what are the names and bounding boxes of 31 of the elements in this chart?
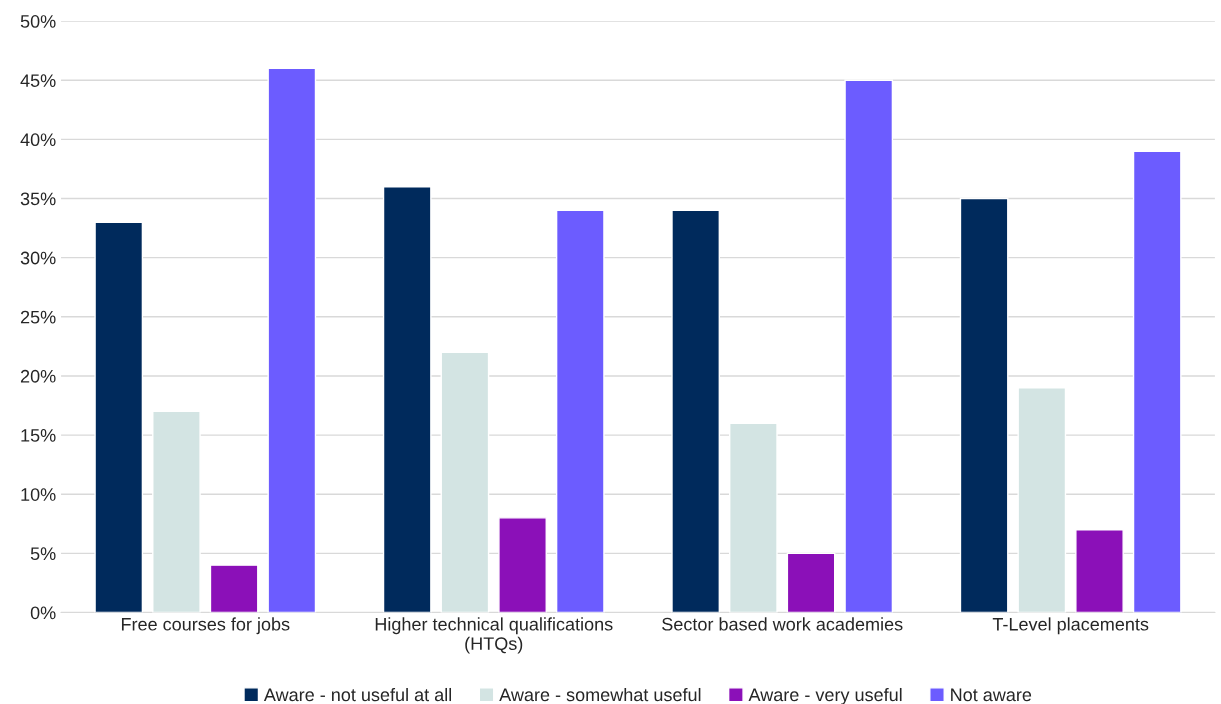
bar	[209, 564, 259, 613]
y-tick-label: 25%	[20, 310, 56, 324]
y-tick-label: 30%	[20, 251, 56, 265]
bar	[267, 67, 317, 613]
y-tick-label: 35%	[20, 192, 56, 206]
x-tick-label: T-Level placements	[992, 617, 1149, 635]
bar	[94, 221, 144, 613]
bar	[1075, 528, 1124, 613]
legend-label: Aware - somewhat useful	[499, 687, 701, 702]
y-tick-label: 5%	[30, 547, 56, 561]
bar	[786, 552, 836, 613]
bar	[382, 186, 432, 613]
legend-label: Aware - not useful at all	[263, 687, 452, 702]
legend-label: Aware - very useful	[748, 687, 902, 704]
y-tick-label: 20%	[20, 369, 56, 383]
bar	[1132, 150, 1182, 613]
y-tick-label: 40%	[20, 133, 56, 147]
bar	[959, 197, 1009, 613]
bar	[498, 517, 547, 613]
x-tick-label: Sector based work academies	[662, 617, 903, 631]
bar	[671, 209, 721, 613]
x-tick-label: Free courses for jobs	[121, 617, 290, 635]
bar	[844, 79, 894, 613]
legend-label: Not aware	[951, 688, 1032, 702]
y-tick-label: 50%	[20, 15, 56, 28]
x-tick-label: Higher technical qualifications (HTQs)	[375, 617, 613, 654]
y-tick-label: 10%	[21, 488, 56, 501]
y-tick-label: 0%	[30, 606, 56, 620]
y-tick-label: 15%	[21, 429, 56, 442]
y-tick-label: 45%	[20, 74, 56, 87]
bar	[555, 209, 605, 613]
